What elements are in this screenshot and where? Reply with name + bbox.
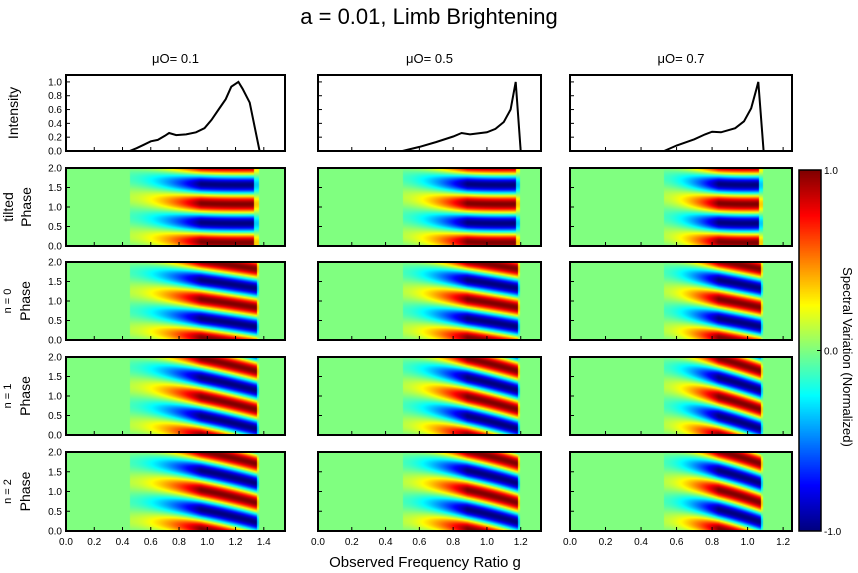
column-heading: μO= 0.5 bbox=[406, 51, 453, 66]
heatmap-image bbox=[66, 262, 285, 340]
panel-grid: μO= 0.1 0.0 0.2 0.4 0.6 0.8 1.0 Intensity 0.0 0.5… bbox=[0, 51, 793, 548]
y-tick-label: 2.0 bbox=[48, 448, 62, 459]
x-tick-label: 0.0 bbox=[563, 537, 577, 548]
y-tick-label: 0.5 bbox=[48, 222, 62, 233]
y-tick-label: 0.5 bbox=[48, 316, 62, 327]
row-label: Phase bbox=[17, 281, 33, 321]
heatmap-image bbox=[318, 452, 541, 531]
panel-frame bbox=[65, 74, 286, 152]
x-tick-label: 0.4 bbox=[634, 537, 648, 548]
intensity-line bbox=[318, 81, 522, 152]
x-tick-label: 1.4 bbox=[257, 537, 271, 548]
x-tick-label: 0.2 bbox=[87, 537, 101, 548]
y-tick-label: 0.0 bbox=[48, 431, 62, 442]
x-tick-label: 0.4 bbox=[116, 537, 130, 548]
y-tick-label: 0.5 bbox=[48, 507, 62, 518]
y-tick-label: 0.8 bbox=[48, 91, 62, 102]
colorbar-tick-label: 1.0 bbox=[824, 166, 838, 177]
y-tick-label: 1.0 bbox=[48, 487, 62, 498]
y-tick-label: 1.5 bbox=[48, 183, 62, 194]
x-tick-label: 0.6 bbox=[412, 537, 426, 548]
y-tick-label: 0.4 bbox=[48, 119, 62, 130]
heatmap-image bbox=[318, 357, 541, 435]
intensity-line bbox=[66, 80, 261, 152]
y-tick-label: 1.0 bbox=[48, 297, 62, 308]
x-tick-label: 1.0 bbox=[200, 537, 214, 548]
intensity-panel-bg bbox=[66, 75, 285, 151]
heatmap-image bbox=[318, 168, 541, 246]
y-tick-label: 1.5 bbox=[48, 372, 62, 383]
x-tick-label: 0.8 bbox=[705, 537, 719, 548]
y-tick-label: 0.5 bbox=[48, 411, 62, 422]
x-axis-label: Observed Frequency Ratio g bbox=[329, 554, 521, 571]
x-tick-label: 0.2 bbox=[599, 537, 613, 548]
column-heading: μO= 0.1 bbox=[152, 51, 199, 66]
x-tick-label: 0.6 bbox=[144, 537, 158, 548]
x-tick-label: 1.0 bbox=[480, 537, 494, 548]
y-tick-label: 2.0 bbox=[48, 164, 62, 175]
x-tick-label: 0.8 bbox=[446, 537, 460, 548]
row-sublabel: n = 0 bbox=[2, 289, 14, 314]
x-tick-label: 1.2 bbox=[229, 537, 243, 548]
row-label: Phase bbox=[17, 376, 33, 416]
intensity-panel-bg bbox=[570, 75, 792, 151]
heatmap-image bbox=[570, 357, 792, 435]
intensity-line bbox=[570, 81, 765, 152]
y-tick-label: 1.5 bbox=[48, 277, 62, 288]
heatmap-image bbox=[570, 452, 792, 531]
row-label: Phase bbox=[17, 471, 33, 511]
colorbar-gradient bbox=[799, 170, 821, 531]
panel-frame bbox=[569, 74, 793, 152]
x-tick-label: 1.0 bbox=[741, 537, 755, 548]
x-tick-label: 1.2 bbox=[514, 537, 528, 548]
x-tick-label: 0.0 bbox=[59, 537, 73, 548]
y-tick-label: 2.0 bbox=[48, 258, 62, 269]
y-tick-label: 1.0 bbox=[48, 77, 62, 88]
colorbar-tick-label: 0.0 bbox=[824, 347, 838, 358]
y-tick-label: 0.0 bbox=[48, 147, 62, 158]
intensity-panel-bg bbox=[318, 75, 541, 151]
row-sublabel: tilted bbox=[0, 192, 16, 222]
heatmap-image bbox=[66, 452, 285, 531]
heatmap-image bbox=[66, 168, 285, 246]
colorbar-tick-label: -1.0 bbox=[824, 527, 842, 538]
colorbar-label: Spectral Variation (Normalized) bbox=[840, 267, 855, 447]
y-tick-label: 0.2 bbox=[48, 133, 62, 144]
y-tick-label: 1.0 bbox=[48, 203, 62, 214]
heatmap-image bbox=[570, 168, 792, 246]
x-tick-label: 0.4 bbox=[379, 537, 393, 548]
row-sublabel: n = 2 bbox=[2, 479, 14, 504]
y-tick-label: 0.0 bbox=[48, 527, 62, 538]
row-label: Phase bbox=[18, 187, 34, 227]
heatmap-image bbox=[66, 357, 285, 435]
x-tick-label: 0.0 bbox=[311, 537, 325, 548]
y-tick-label: 2.0 bbox=[48, 353, 62, 364]
x-tick-label: 0.8 bbox=[172, 537, 186, 548]
colorbar: 1.0 0.0 -1.0 bbox=[798, 166, 842, 538]
figure-title: a = 0.01, Limb Brightening bbox=[300, 4, 558, 29]
x-tick-label: 0.2 bbox=[345, 537, 359, 548]
y-tick-label: 1.5 bbox=[48, 467, 62, 478]
y-tick-label: 0.0 bbox=[48, 242, 62, 253]
heatmap-image bbox=[570, 262, 792, 340]
x-tick-label: 1.2 bbox=[776, 537, 790, 548]
y-tick-label: 0.6 bbox=[48, 105, 62, 116]
heatmap-image bbox=[318, 262, 541, 340]
y-tick-label: 0.0 bbox=[48, 336, 62, 347]
column-heading: μO= 0.7 bbox=[658, 51, 705, 66]
x-tick-label: 0.6 bbox=[670, 537, 684, 548]
row-label: Intensity bbox=[5, 87, 21, 139]
row-sublabel: n = 1 bbox=[2, 384, 14, 409]
panel-frame bbox=[317, 74, 542, 152]
y-tick-label: 1.0 bbox=[48, 392, 62, 403]
